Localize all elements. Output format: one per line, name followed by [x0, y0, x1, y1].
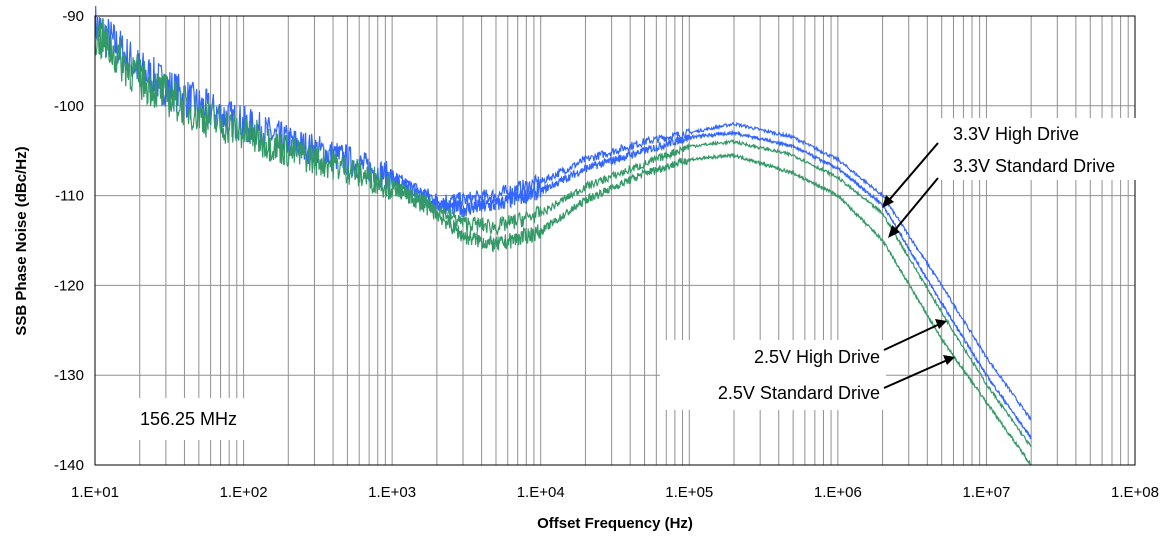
- series-2v5-high-drive: [94, 18, 1032, 448]
- x-tick-label: 1.E+03: [368, 484, 416, 501]
- x-tick-label: 1.E+07: [962, 484, 1010, 501]
- plot-frame: [94, 15, 1136, 466]
- x-tick-label: 1.E+05: [665, 484, 713, 501]
- x-tick-label: 1.E+04: [517, 484, 565, 501]
- arrow-3v3-high: [883, 142, 939, 207]
- annotation-box-bottom: [660, 340, 886, 410]
- y-tick-label: -90: [62, 8, 84, 25]
- y-axis-title: SSB Phase Noise (dBc/Hz): [13, 146, 30, 335]
- arrowhead-2v5-standard: [943, 355, 955, 365]
- y-tick-label: -120: [54, 277, 84, 294]
- arrowhead-2v5-high: [935, 319, 947, 329]
- x-tick-labels: 1.E+01 1.E+02 1.E+03 1.E+04 1.E+05 1.E+06 1.E+…: [71, 484, 1159, 501]
- annotation-arrows: [882, 142, 955, 389]
- annotation-2v5-standard: 2.5V Standard Drive: [718, 383, 880, 403]
- arrow-2v5-standard: [883, 357, 953, 389]
- frequency-box: [124, 398, 287, 440]
- grid: [94, 15, 1135, 466]
- arrowhead-3v3-standard: [888, 225, 900, 238]
- y-tick-label: -130: [54, 367, 84, 384]
- x-tick-label: 1.E+08: [1111, 484, 1159, 501]
- series-layer: [94, 6, 1032, 466]
- x-tick-label: 1.E+01: [71, 484, 119, 501]
- arrowhead-3v3-high: [882, 195, 894, 208]
- y-tick-label: -100: [54, 98, 84, 115]
- series-3v3-standard-drive: [391, 129, 1032, 440]
- annotation-3v3-high: 3.3V High Drive: [953, 124, 1079, 144]
- arrow-3v3-standard: [889, 177, 939, 237]
- x-tick-label: 1.E+06: [814, 484, 862, 501]
- y-tick-label: -140: [54, 457, 84, 474]
- series-3v3-high-drive: [94, 6, 1032, 421]
- annotation-box-top: [940, 118, 1162, 180]
- y-tick-label: -110: [55, 188, 84, 205]
- x-tick-label: 1.E+02: [220, 484, 268, 501]
- arrow-2v5-high: [883, 321, 945, 351]
- series-2v5-standard-drive: [391, 152, 1032, 466]
- y-tick-labels: -90 -100 -110 -120 -130 -140: [54, 8, 84, 474]
- annotation-3v3-standard: 3.3V Standard Drive: [953, 156, 1115, 176]
- annotation-2v5-high: 2.5V High Drive: [754, 347, 880, 367]
- x-axis-title: Offset Frequency (Hz): [537, 515, 693, 532]
- frequency-label: 156.25 MHz: [140, 409, 237, 429]
